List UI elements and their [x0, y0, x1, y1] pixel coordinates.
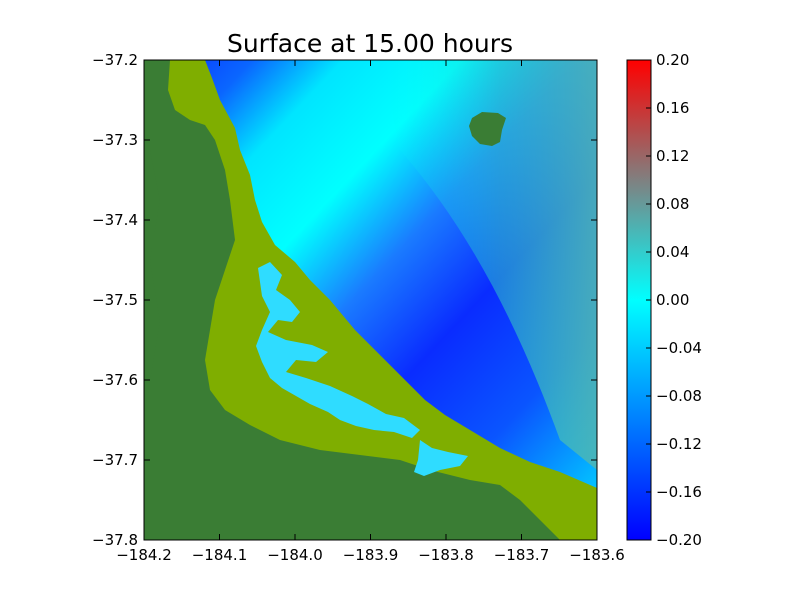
colorbar-tick-label: −0.16	[656, 483, 702, 501]
colorbar-tick-label: −0.08	[656, 387, 702, 405]
colorbar-tick-label: 0.12	[656, 147, 689, 165]
land-lowland	[144, 60, 597, 540]
inland-water	[256, 262, 420, 438]
x-tick-label: −183.6	[569, 546, 625, 564]
x-tick-label: −183.9	[343, 546, 399, 564]
plot-area	[144, 60, 597, 540]
x-tick-label: −183.7	[494, 546, 550, 564]
colorbar-tick-label: 0.00	[656, 291, 689, 309]
offshore-island	[469, 112, 506, 146]
y-tick-label: −37.8	[92, 531, 138, 549]
x-tick-label: −184.1	[192, 546, 248, 564]
x-tick-label: −183.8	[418, 546, 474, 564]
y-tick-label: −37.4	[92, 211, 138, 229]
y-tick-label: −37.3	[92, 131, 138, 149]
land-highland-ridge	[144, 90, 160, 420]
chart-title: Surface at 15.00 hours	[227, 29, 513, 58]
colorbar-axis: 0.20 0.16 0.12 0.08 0.04 0.00 −0.04 −0.08 −0.12 −…	[646, 51, 702, 549]
y-tick-label: −37.2	[92, 51, 138, 69]
x-tick-label: −184.2	[116, 546, 172, 564]
colorbar-tick-label: −0.04	[656, 339, 702, 357]
colorbar-tick-label: −0.20	[656, 531, 702, 549]
y-tick-label: −37.5	[92, 291, 138, 309]
x-tick-label: −184.0	[267, 546, 323, 564]
colorbar-tick-label: 0.20	[656, 51, 689, 69]
sea-outer-region	[380, 60, 597, 470]
y-axis: −37.2 −37.3 −37.4 −37.5 −37.6 −37.7 −37.8	[92, 51, 597, 549]
x-axis: −184.2 −184.1 −184.0 −183.9 −183.8 −183.7 −183…	[116, 60, 625, 564]
colorbar-tick-label: −0.12	[656, 435, 702, 453]
y-tick-label: −37.6	[92, 371, 138, 389]
inland-water-east	[414, 440, 468, 476]
colorbar-tick-label: 0.16	[656, 99, 689, 117]
land-highland	[144, 60, 560, 540]
colorbar-tick-label: 0.08	[656, 195, 689, 213]
colorbar-tick-label: 0.04	[656, 243, 689, 261]
y-tick-label: −37.7	[92, 451, 138, 469]
